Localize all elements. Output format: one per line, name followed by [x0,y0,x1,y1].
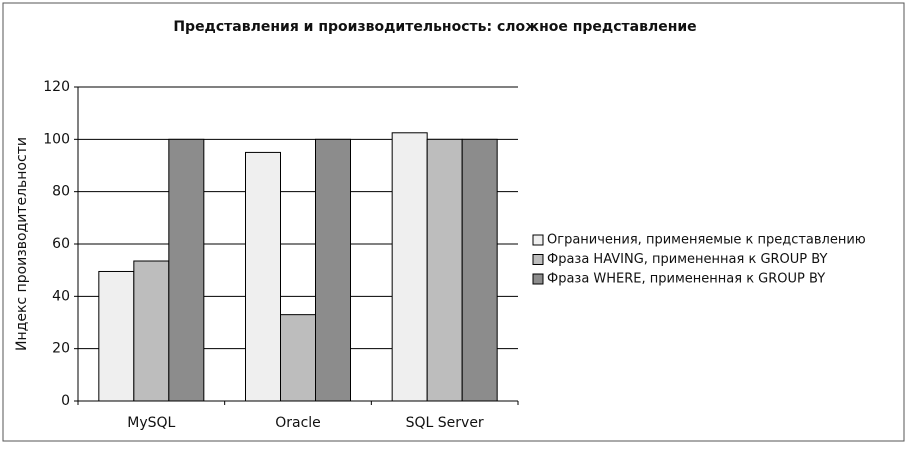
y-tick-label: 100 [43,131,70,147]
y-tick-label: 80 [52,184,70,200]
x-tick-label: SQL Server [406,415,484,431]
y-tick-label: 0 [61,393,70,409]
y-tick-label: 60 [52,236,70,252]
x-tick-label: Oracle [275,415,321,431]
legend-swatch [532,234,544,246]
legend-label: Фраза WHERE, примененная к GROUP BY [547,272,825,287]
y-tick-label: 40 [52,288,70,304]
chart-title: Представления и производительность: слож… [173,19,696,35]
y-tick-label: 120 [43,79,70,95]
legend-label: Фраза HAVING, примененная к GROUP BY [547,252,827,267]
legend-swatch [532,273,544,285]
bar [133,260,170,402]
legend-label: Ограничения, применяемые к представлению [547,233,866,248]
bar [315,138,351,402]
bar [280,314,316,402]
legend-swatch [532,254,544,265]
bar [98,270,135,402]
bar [391,132,428,402]
x-tick-label: MySQL [127,415,175,431]
y-tick-label: 20 [52,341,70,357]
bar [245,151,281,402]
bar [426,138,463,402]
bar [461,138,498,402]
y-axis-label: Индекс производительности [14,137,30,351]
bar [168,138,205,402]
